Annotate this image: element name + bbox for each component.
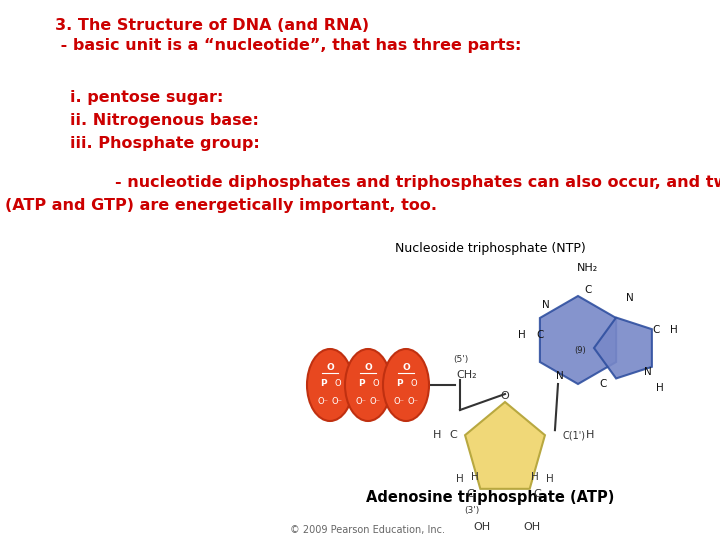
Text: (9): (9) [574,346,586,354]
Text: N: N [626,293,634,303]
Ellipse shape [383,349,429,421]
Text: Adenosine triphosphate (ATP): Adenosine triphosphate (ATP) [366,490,614,505]
Text: - basic unit is a “nucleotide”, that has three parts:: - basic unit is a “nucleotide”, that has… [55,38,521,53]
Text: C: C [449,430,457,440]
Text: P: P [358,379,364,388]
Polygon shape [540,296,616,384]
Text: O⁻: O⁻ [318,396,328,406]
Text: C: C [536,330,544,340]
Text: O⁻: O⁻ [408,396,418,406]
Text: OH: OH [474,522,491,532]
Text: - nucleotide diphosphates and triphosphates can also occur, and two of these: - nucleotide diphosphates and triphospha… [70,175,720,190]
Text: H: H [586,430,594,440]
Polygon shape [465,402,545,489]
Text: C: C [585,285,592,295]
Ellipse shape [345,349,391,421]
Text: O: O [373,379,379,388]
Text: i. pentose sugar:: i. pentose sugar: [70,90,223,105]
Text: C(1'): C(1') [563,430,586,440]
Text: H: H [546,474,554,484]
Text: H: H [518,330,526,340]
Text: H: H [670,325,678,335]
Text: H: H [456,474,464,484]
Text: C: C [599,379,607,389]
Text: 3. The Structure of DNA (and RNA): 3. The Structure of DNA (and RNA) [55,18,369,33]
Text: CH₂: CH₂ [456,370,477,380]
Text: O⁻: O⁻ [394,396,405,406]
Ellipse shape [307,349,353,421]
Text: OH: OH [523,522,540,532]
Text: (5'): (5') [453,355,468,364]
Text: Nucleoside triphosphate (NTP): Nucleoside triphosphate (NTP) [395,242,585,255]
Text: O⁻: O⁻ [369,396,380,406]
Text: ii. Nitrogenous base:: ii. Nitrogenous base: [70,113,259,128]
Text: P: P [396,379,402,388]
Polygon shape [594,318,652,379]
Text: O⁻: O⁻ [331,396,343,406]
Text: O: O [410,379,418,388]
Text: O: O [364,362,372,372]
Text: O: O [335,379,341,388]
Text: O: O [326,362,334,372]
Text: C: C [652,325,660,335]
Text: O: O [500,391,509,401]
Text: O: O [402,362,410,372]
Text: iii. Phosphate group:: iii. Phosphate group: [70,136,260,151]
Text: N: N [644,367,652,377]
Text: H: H [472,472,480,482]
Text: P: P [320,379,326,388]
Text: H: H [656,383,664,393]
Text: N: N [556,371,564,381]
Text: © 2009 Pearson Education, Inc.: © 2009 Pearson Education, Inc. [290,525,445,535]
Text: NH₂: NH₂ [577,263,598,273]
Text: H: H [531,472,539,482]
Text: C: C [534,489,541,499]
Text: (ATP and GTP) are energetically important, too.: (ATP and GTP) are energetically importan… [5,198,437,213]
Text: O⁻: O⁻ [356,396,366,406]
Text: H: H [433,430,441,440]
Text: (3'): (3') [464,507,480,515]
Text: N: N [542,300,550,310]
Text: C: C [467,489,474,499]
